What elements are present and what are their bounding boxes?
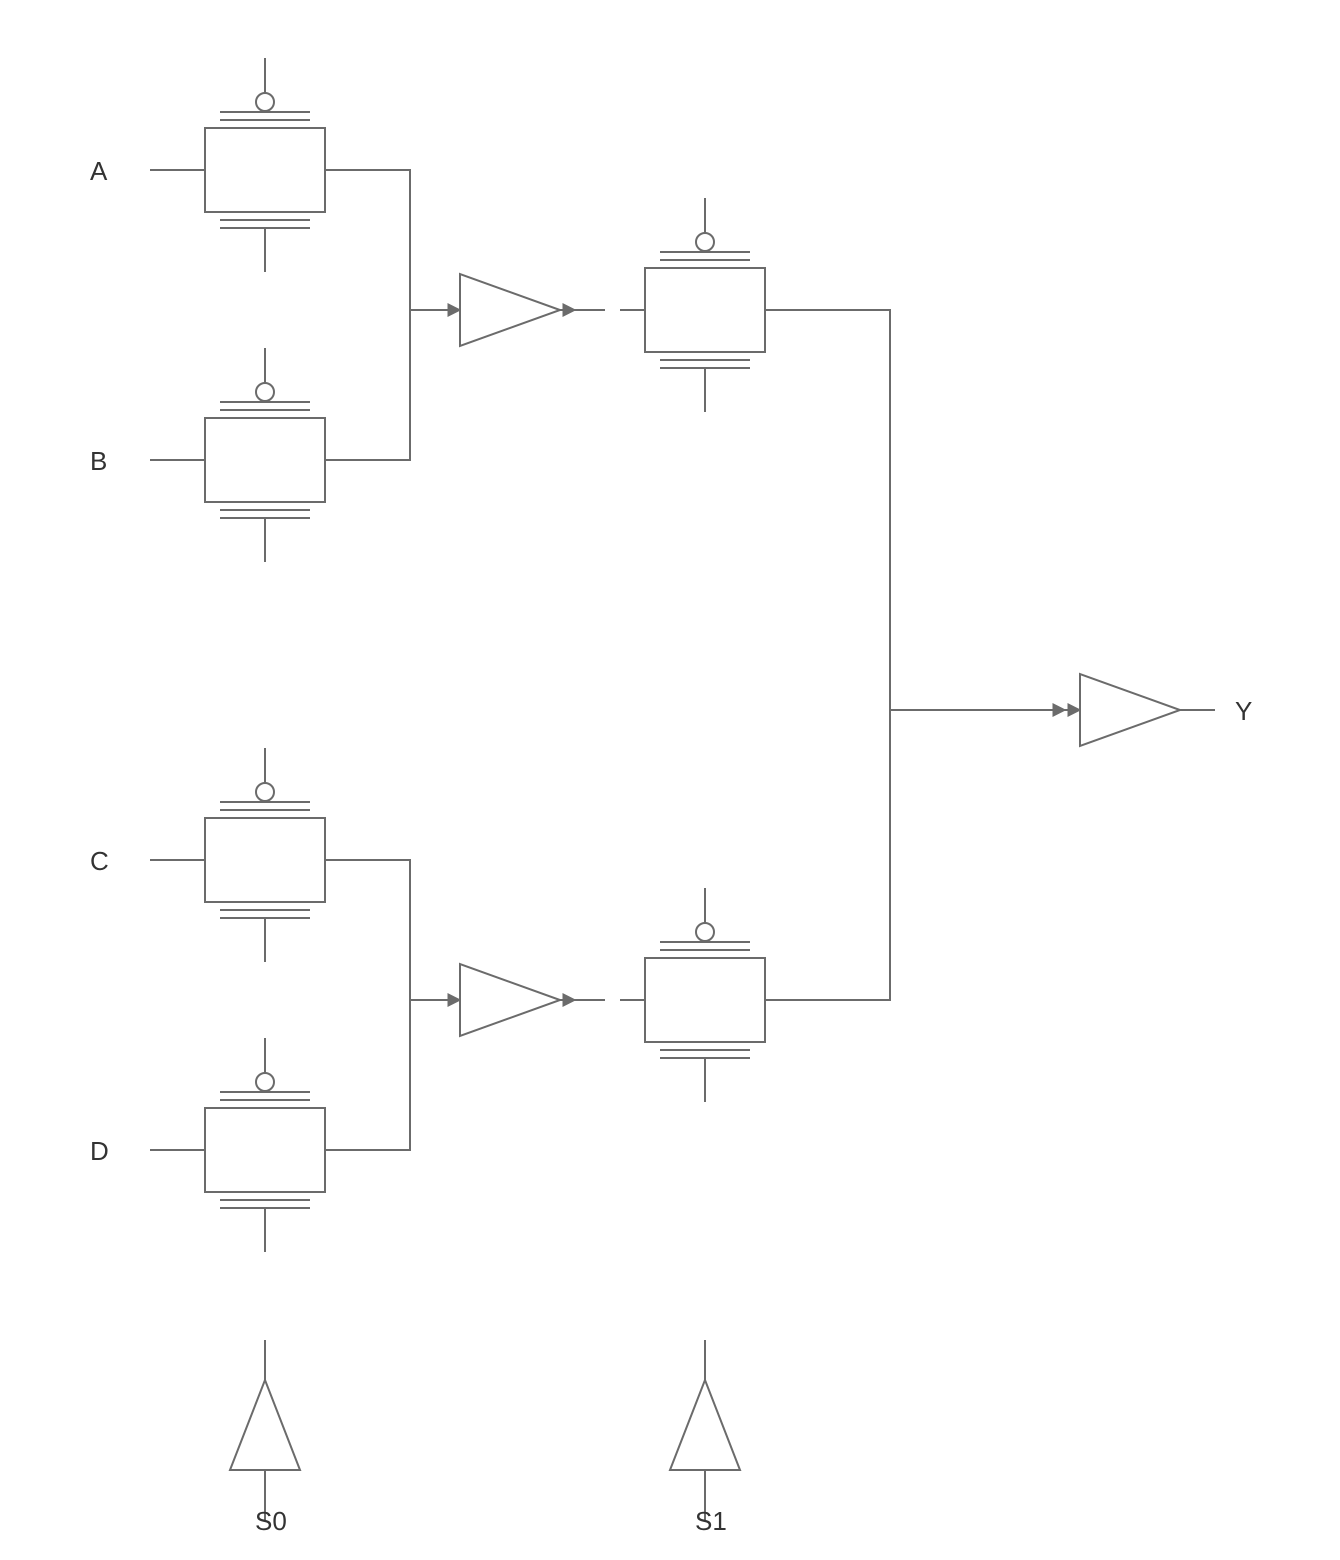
- sel-S1: [670, 1340, 740, 1520]
- wires: [150, 170, 1215, 1150]
- tg-bottom: [620, 888, 790, 1102]
- buf-top: [445, 274, 575, 346]
- tg-B: [180, 348, 350, 562]
- sel-S0: [230, 1340, 300, 1520]
- buf-bottom: [445, 964, 575, 1036]
- tg-top: [620, 198, 790, 412]
- tg-D: [180, 1038, 350, 1252]
- label-B: B: [90, 446, 107, 476]
- label-D: D: [90, 1136, 109, 1166]
- label-Y: Y: [1235, 696, 1252, 726]
- label-S0: S0: [255, 1506, 287, 1536]
- tg-A: [180, 58, 350, 272]
- label-C: C: [90, 846, 109, 876]
- label-S1: S1: [695, 1506, 727, 1536]
- buf-Y: [1065, 674, 1180, 746]
- tg-C: [180, 748, 350, 962]
- label-A: A: [90, 156, 108, 186]
